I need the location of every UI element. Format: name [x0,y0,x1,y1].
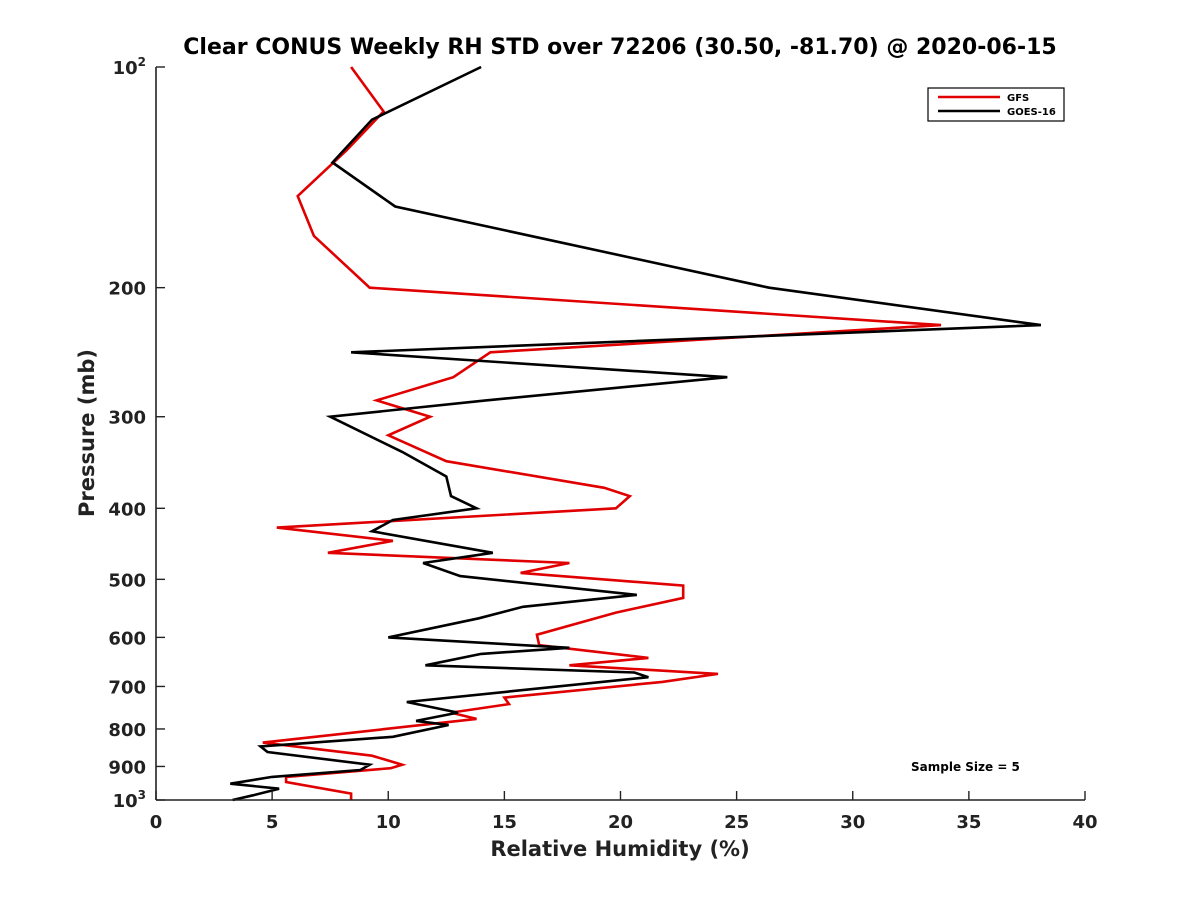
series-line-goes-16 [230,65,1042,802]
x-tick-label: 5 [266,812,279,833]
x-tick-label: 15 [492,812,517,833]
sample-size-annotation: Sample Size = 5 [911,760,1020,774]
y-tick-label: 103 [113,788,146,812]
y-tick-label: 800 [108,720,146,741]
x-tick-label: 10 [376,812,401,833]
plot-area [156,67,1085,800]
x-tick-label: 20 [608,812,633,833]
legend-label: GOES-16 [1007,107,1056,118]
x-tick-label: 25 [724,812,749,833]
legend-label: GFS [1007,93,1029,104]
x-axis-label: Relative Humidity (%) [490,837,749,861]
y-tick-label: 200 [108,279,146,300]
series-layer [230,65,1042,802]
legend-box [927,87,1065,122]
y-tick-label: 700 [108,677,146,698]
y-tick-label: 600 [108,628,146,649]
y-axis-label: Pressure (mb) [75,349,99,517]
y-tick-label: 300 [108,408,146,429]
y-tick-label: 500 [108,570,146,591]
y-axis-ticks: 102 200 300 400 500 600 700 800 900 103 [108,55,165,812]
y-tick-label: 102 [113,55,146,79]
legend: GFS GOES-16 [927,87,1065,122]
y-tick-label: 400 [108,499,146,520]
x-axis-ticks: 0 5 10 15 20 25 30 35 40 [150,791,1098,833]
chart-title: Clear CONUS Weekly RH STD over 72206 (30… [183,35,1056,60]
x-tick-label: 35 [956,812,981,833]
x-tick-label: 40 [1072,812,1097,833]
y-tick-label: 900 [108,757,146,778]
x-tick-label: 0 [150,812,163,833]
x-tick-label: 30 [840,812,865,833]
